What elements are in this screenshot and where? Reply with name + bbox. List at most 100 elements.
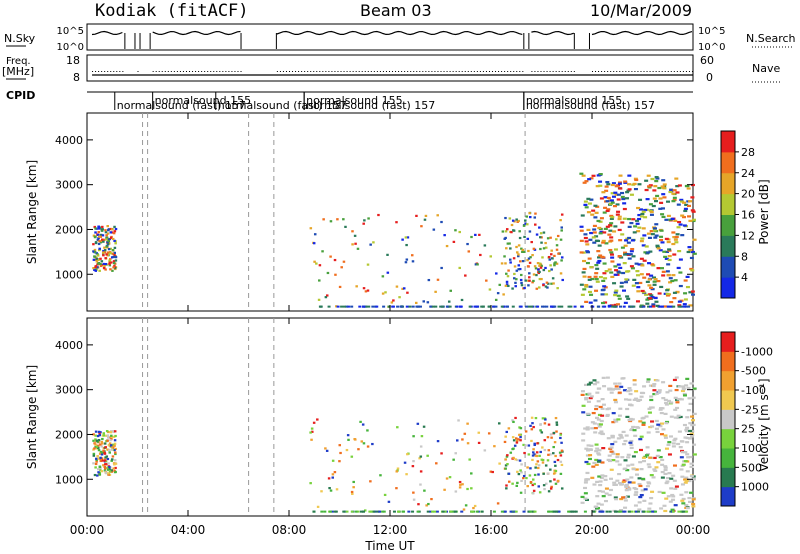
ground-scatter-cell: [473, 305, 477, 308]
data-cell: [685, 506, 690, 510]
data-cell: [405, 243, 408, 247]
data-cell: [628, 389, 633, 392]
data-cell: [506, 463, 509, 466]
data-cell: [357, 448, 360, 451]
data-cell: [331, 459, 335, 462]
data-cell: [592, 461, 597, 465]
ground-scatter-cell: [320, 510, 324, 513]
data-cell: [99, 257, 102, 260]
noise-left-tick-top: 10^5: [57, 26, 84, 37]
data-cell: [692, 412, 697, 415]
data-cell: [609, 214, 614, 218]
data-cell: [535, 233, 539, 236]
data-cell: [544, 241, 547, 245]
ground-scatter-cell: [350, 305, 354, 308]
data-cell: [645, 446, 650, 449]
nave-dot: [176, 71, 178, 72]
data-cell: [598, 509, 603, 512]
data-cell: [597, 226, 602, 230]
data-cell: [627, 174, 632, 177]
data-cell: [635, 219, 640, 222]
data-cell: [664, 257, 669, 260]
colorbar-segment: [721, 256, 735, 278]
data-cell: [583, 486, 588, 490]
data-cell: [521, 248, 525, 252]
data-cell: [627, 387, 632, 390]
data-cell: [646, 273, 651, 276]
data-cell: [672, 439, 677, 442]
data-cell: [584, 206, 589, 209]
data-cell: [596, 219, 601, 223]
data-cell: [513, 272, 516, 276]
data-cell: [646, 481, 651, 484]
data-cell: [649, 395, 654, 398]
data-cell: [507, 427, 511, 430]
data-cell: [560, 229, 563, 232]
data-cell: [621, 271, 626, 275]
data-cell: [630, 267, 635, 270]
data-cell: [415, 214, 418, 217]
data-cell: [560, 226, 563, 229]
data-cell: [592, 231, 597, 234]
data-cell: [462, 508, 466, 511]
data-cell: [690, 290, 695, 293]
data-cell: [350, 455, 354, 458]
data-cell: [109, 439, 112, 442]
data-cell: [645, 380, 650, 383]
data-cell: [685, 377, 690, 380]
data-cell: [109, 236, 113, 239]
data-cell: [616, 294, 621, 297]
data-cell: [505, 247, 508, 250]
data-cell: [588, 301, 593, 304]
data-cell: [676, 203, 681, 206]
data-cell: [526, 237, 530, 240]
data-cell: [683, 279, 688, 282]
colorbar-tick-label: -100: [741, 384, 766, 397]
data-cell: [617, 472, 622, 476]
data-cell: [600, 407, 605, 410]
data-cell: [686, 409, 691, 412]
data-cell: [108, 259, 111, 262]
data-cell: [529, 256, 532, 259]
data-cell: [603, 301, 608, 304]
nave-dot: [113, 71, 115, 72]
data-cell: [665, 270, 670, 273]
data-cell: [625, 478, 630, 481]
data-cell: [553, 460, 557, 464]
data-cell: [682, 303, 687, 306]
data-cell: [108, 262, 111, 265]
data-cell: [515, 269, 519, 272]
data-cell: [528, 212, 531, 215]
data-cell: [541, 417, 545, 420]
data-cell: [554, 416, 558, 420]
data-cell: [584, 498, 589, 502]
nave-dot: [592, 71, 593, 72]
nave-dot: [625, 71, 627, 72]
data-cell: [310, 427, 314, 430]
data-cell: [595, 480, 600, 483]
data-cell: [396, 467, 400, 470]
data-cell: [94, 265, 97, 269]
data-cell: [677, 430, 682, 433]
data-cell: [403, 461, 407, 464]
data-cell: [456, 439, 459, 442]
data-cell: [617, 297, 622, 300]
data-cell: [626, 270, 631, 273]
data-cell: [607, 454, 612, 457]
data-cell: [626, 241, 631, 244]
data-cell: [511, 419, 514, 422]
data-cell: [649, 286, 654, 289]
data-cell: [104, 463, 107, 466]
data-cell: [112, 260, 116, 263]
data-cell: [675, 233, 680, 236]
ground-scatter-cell: [660, 305, 664, 308]
data-cell: [99, 459, 103, 463]
data-cell: [537, 466, 540, 470]
data-cell: [676, 414, 681, 417]
data-cell: [537, 485, 541, 488]
nave-dot: [295, 71, 297, 72]
data-cell: [422, 300, 426, 303]
data-cell: [685, 436, 690, 440]
